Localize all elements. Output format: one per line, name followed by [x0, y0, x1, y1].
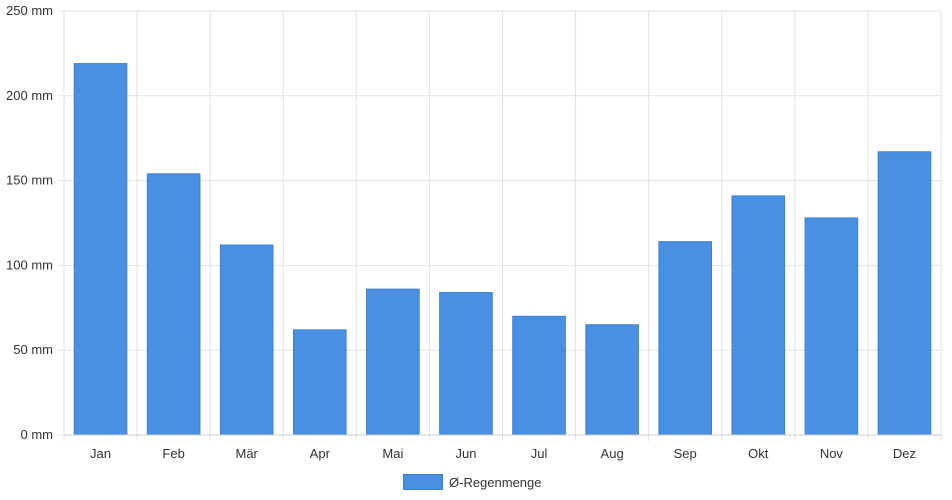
bar-mär[interactable]: [219, 244, 274, 436]
x-tick-label: Apr: [310, 446, 331, 461]
bar-jul[interactable]: [512, 315, 566, 436]
x-tick-label: Nov: [820, 446, 844, 461]
x-tick-label: Sep: [674, 446, 697, 461]
y-tick-label: 50 mm: [13, 342, 53, 357]
x-tick-label: Jun: [455, 446, 476, 461]
bar-jun[interactable]: [439, 292, 493, 436]
bar-jan[interactable]: [73, 63, 128, 436]
x-tick-label: Dez: [893, 446, 916, 461]
y-tick-label: 150 mm: [6, 173, 53, 188]
grid-lines: [58, 10, 942, 441]
x-tick-label: Jul: [531, 446, 548, 461]
x-tick-label: Aug: [601, 446, 624, 461]
y-tick-label: 0 mm: [21, 427, 54, 442]
legend-swatch: [403, 474, 443, 490]
y-tick-label: 250 mm: [6, 3, 53, 18]
x-tick-label: Feb: [162, 446, 184, 461]
y-axis-tick-labels: 0 mm 50 mm 100 mm 150 mm 200 mm 250 mm: [6, 3, 53, 442]
x-tick-label: Okt: [748, 446, 769, 461]
bar-feb[interactable]: [146, 173, 201, 436]
x-tick-label: Mär: [236, 446, 259, 461]
legend-label: Ø-Regenmenge: [449, 474, 542, 490]
bar-nov[interactable]: [804, 217, 859, 436]
bar-dez[interactable]: [877, 151, 932, 436]
bar-aug[interactable]: [585, 324, 639, 436]
bar-apr[interactable]: [292, 329, 347, 436]
bar-okt[interactable]: [731, 195, 786, 436]
x-tick-label: Jan: [90, 446, 111, 461]
bar-sep[interactable]: [658, 241, 713, 436]
bar-mai[interactable]: [366, 288, 420, 436]
bar-series: [73, 63, 932, 436]
y-tick-label: 200 mm: [6, 88, 53, 103]
legend[interactable]: Ø-Regenmenge: [403, 473, 542, 491]
y-tick-label: 100 mm: [6, 257, 53, 272]
x-tick-label: Mai: [382, 446, 403, 461]
x-axis-tick-labels: Jan Feb Mär Apr Mai Jun Jul Aug Sep Okt Nov Dez: [90, 446, 916, 461]
